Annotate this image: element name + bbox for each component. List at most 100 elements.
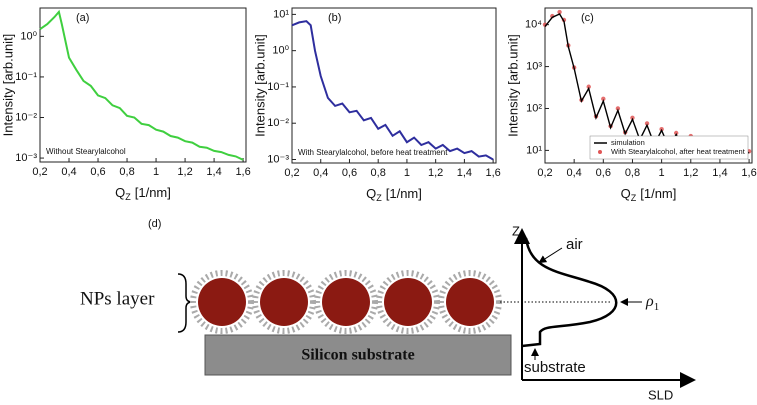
x-label-main: Q [115, 185, 125, 200]
ligand-shell [190, 270, 254, 334]
z-label: Z [512, 223, 520, 238]
panel-annotation: (b) [328, 12, 341, 24]
arrow [538, 247, 563, 264]
x-label-sub: Z [125, 192, 131, 202]
nanoparticle [384, 278, 432, 326]
nanoparticle [322, 278, 370, 326]
x-tick-label: 1,2 [177, 166, 192, 178]
x-tick-label: 1,6 [235, 166, 250, 178]
x-tick-label: 1,6 [741, 167, 756, 179]
x-tick-label: 0,4 [313, 167, 328, 179]
x-axis-label: QZ [1/nm] [115, 185, 171, 202]
air-label: air [566, 236, 583, 253]
data-point [557, 9, 562, 15]
legend-box [589, 135, 749, 160]
x-label-unit: [1/nm] [135, 185, 171, 200]
x-tick-label: 0,6 [342, 167, 357, 179]
data-point [615, 106, 621, 111]
x-tick-label: 0,2 [32, 166, 47, 178]
sld-label: SLD [648, 387, 673, 402]
x-tick-label: 1,4 [712, 167, 727, 179]
ligand-shell [252, 270, 316, 334]
plot-frame [544, 7, 753, 164]
x-tick-label: 0,6 [90, 166, 105, 178]
nanoparticle [260, 278, 308, 326]
x-tick-label: 0,2 [537, 167, 552, 179]
y-tick-label: 10⁴ [525, 19, 542, 31]
data-point [673, 130, 679, 136]
legend-label: With Stearylalcohol, before heat treatme… [298, 148, 448, 157]
rho-symbol: ρ [645, 293, 654, 310]
x-tick-label: 1,4 [206, 166, 221, 178]
y-tick-label: 10¹ [273, 8, 289, 20]
legend-label: Without Stearylalcohol [46, 147, 126, 156]
x-axis-label: QZ [1/nm] [366, 186, 422, 203]
x-tick-label: 1,2 [428, 167, 443, 179]
rho-label: ρ1 [645, 293, 659, 313]
x-tick-label: 1 [404, 167, 410, 179]
legend-swatch [598, 150, 602, 154]
substrate [204, 334, 512, 376]
panel-annotation: (c) [581, 12, 594, 24]
y-tick-label: 10⁻² [15, 111, 37, 123]
x-tick-label: 0,4 [567, 167, 582, 179]
y-axis-label: Intensity [arb.unit] [505, 34, 520, 137]
y-axis-label: Intensity [arb.unit] [252, 34, 267, 137]
data-line [39, 9, 244, 161]
y-tick-label: 10¹ [526, 144, 542, 156]
x-label-unit: [1/nm] [386, 186, 422, 201]
x-tick-label: 1 [153, 166, 159, 178]
legend-label: With Stearylalcohol, after heat treatmen… [611, 147, 746, 156]
y-tick-label: 10⁻³ [267, 153, 289, 165]
x-label-main: Q [366, 186, 376, 201]
y-tick-label: 10² [526, 102, 542, 114]
y-tick-label: 10³ [526, 60, 542, 72]
y-tick-label: 10⁻³ [15, 152, 37, 164]
substrate-curve-label: substrate [524, 359, 586, 376]
y-tick-label: 10⁻¹ [267, 81, 289, 93]
x-tick-label: 1 [659, 167, 665, 179]
x-tick-label: 0,8 [119, 166, 134, 178]
x-tick-label: 1,6 [485, 167, 500, 179]
data-point [644, 121, 650, 126]
x-axis-label: QZ [1/nm] [621, 186, 677, 203]
rho-subscript: 1 [654, 301, 660, 313]
x-tick-label: 1,4 [457, 167, 472, 179]
nanoparticle [198, 278, 246, 326]
y-tick-label: 10⁰ [20, 30, 37, 42]
panel-label: (d) [148, 218, 161, 230]
substrate-label: Silicon substrate [301, 347, 414, 364]
x-label-sub: Z [631, 193, 637, 203]
layer-label: NPs layer [80, 288, 155, 309]
x-tick-label: 0,6 [596, 167, 611, 179]
data-point [630, 115, 635, 120]
data-line [544, 13, 750, 159]
y-tick-label: 10⁻² [267, 117, 289, 129]
x-label-unit: [1/nm] [640, 186, 676, 201]
plot-frame [291, 7, 497, 164]
data-point [586, 84, 591, 89]
y-axis-label: Intensity [arb.unit] [0, 34, 15, 137]
x-label-sub: Z [376, 193, 382, 203]
ligand-shell [438, 270, 502, 334]
x-tick-label: 0,8 [625, 167, 640, 179]
data-line [291, 20, 494, 161]
panel-annotation: (a) [76, 12, 89, 24]
sld-profile [521, 237, 618, 348]
plot-frame [39, 7, 247, 163]
ligand-shell [376, 270, 440, 334]
x-tick-label: 0,2 [284, 167, 299, 179]
brace [177, 273, 193, 333]
x-tick-label: 0,8 [371, 167, 386, 179]
y-tick-label: 10⁻¹ [15, 71, 37, 83]
ligand-shell [314, 270, 378, 334]
nanoparticle [446, 278, 494, 326]
x-label-main: Q [621, 186, 631, 201]
data-point [601, 96, 606, 102]
x-tick-label: 1,2 [683, 167, 698, 179]
legend-label: simulation [611, 138, 645, 147]
y-tick-label: 10⁰ [272, 45, 289, 57]
nanoparticles [190, 270, 502, 334]
